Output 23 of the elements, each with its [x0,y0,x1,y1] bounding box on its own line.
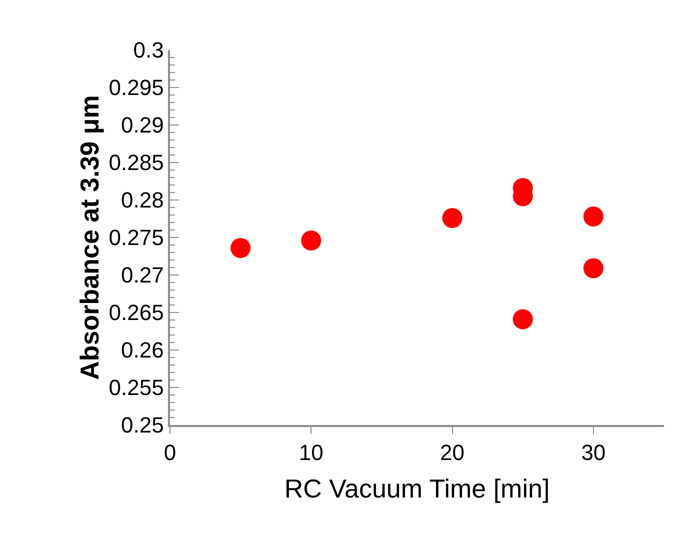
y-tick-label: 0.3 [133,38,164,63]
y-axis-title: Absorbance at 3.39 μm [74,95,105,380]
y-tick-label: 0.275 [108,225,164,250]
y-tick-label: 0.295 [108,75,164,100]
point [583,206,604,226]
point [512,309,533,330]
y-tick-label: 0.28 [121,188,164,213]
y-tick-label: 0.29 [121,112,164,138]
point [230,238,251,258]
point [301,230,322,250]
x-tick-label: 30 [581,440,606,466]
y-tick-label: 0.265 [108,300,164,326]
y-tick-label: 0.26 [121,338,164,363]
y-tick-label: 0.27 [121,262,164,288]
point [583,258,604,278]
y-tick-label: 0.25 [121,412,164,438]
y-tick-label: 0.285 [108,150,164,176]
y-tick-label: 0.255 [108,375,164,400]
x-tick-label: 0 [164,440,176,466]
point [442,208,462,228]
x-axis-title: RC Vacuum Time [min] [284,473,550,504]
x-tick-label: 20 [440,440,465,466]
x-tick-label: 10 [298,440,324,466]
